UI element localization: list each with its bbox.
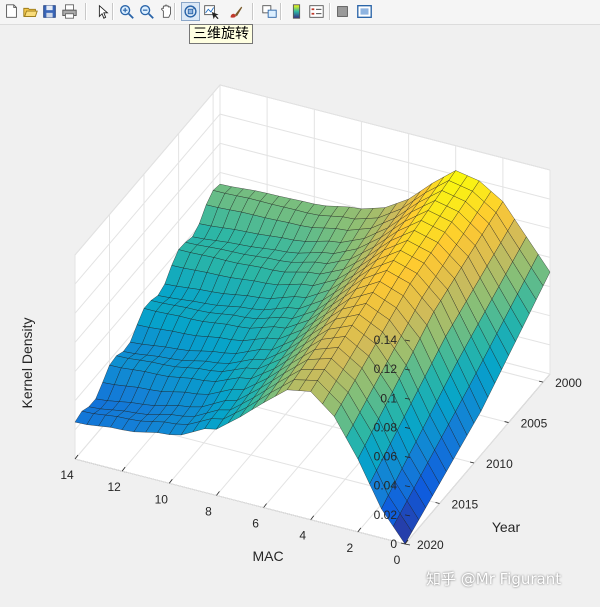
tooltip-rotate-3d: 三维旋转 bbox=[189, 24, 253, 44]
print-figure-button[interactable] bbox=[60, 2, 79, 21]
x-tick-mark bbox=[168, 479, 173, 484]
brush-icon bbox=[230, 6, 243, 18]
new-figure-icon bbox=[6, 4, 17, 18]
y-axis-label: Year bbox=[492, 519, 521, 535]
show-plot-tools-icon bbox=[357, 5, 372, 18]
rotate-3d-button[interactable] bbox=[181, 2, 200, 21]
z-tick-mark bbox=[404, 456, 411, 458]
x-tick-mark bbox=[404, 539, 409, 545]
x-tick-label: 6 bbox=[252, 517, 259, 531]
rotate-3d-icon bbox=[184, 5, 197, 18]
toolbar-separator bbox=[112, 3, 114, 20]
legend-icon bbox=[309, 5, 324, 18]
show-plot-tools-button[interactable] bbox=[355, 2, 374, 21]
x-tick-label: 14 bbox=[60, 468, 74, 482]
x-tick-mark bbox=[263, 503, 267, 508]
toolbar-separator bbox=[329, 3, 331, 20]
open-file-button[interactable] bbox=[21, 2, 40, 21]
z-tick-mark bbox=[404, 514, 411, 517]
watermark: 知乎 @Mr Figurant bbox=[426, 570, 562, 588]
x-tick-label: 0 bbox=[394, 553, 401, 567]
edit-plot-icon bbox=[98, 4, 109, 19]
colorbar-button[interactable] bbox=[287, 2, 306, 21]
z-tick-mark bbox=[404, 543, 411, 546]
x-tick-label: 2 bbox=[347, 541, 354, 555]
data-cursor-button[interactable] bbox=[201, 2, 220, 21]
z-tick-label: 0.02 bbox=[374, 508, 398, 522]
z-tick-label: 0.14 bbox=[374, 333, 398, 347]
z-tick-label: 0.08 bbox=[374, 420, 398, 434]
y-tick-mark bbox=[504, 421, 509, 423]
y-tick-mark bbox=[435, 502, 440, 504]
surface-chart[interactable]: 0 0.02 0.04 0.06 0.08 0.1 0.12 0.14 0 2 4 6 8 10 12 14 2… bbox=[0, 25, 600, 607]
zoom-in-button[interactable] bbox=[117, 2, 136, 21]
x-tick-mark bbox=[216, 491, 220, 496]
x-tick-label: 10 bbox=[155, 492, 169, 506]
toolbar-separator bbox=[174, 3, 176, 20]
hide-plot-tools-icon bbox=[337, 6, 348, 17]
x-axis-label: MAC bbox=[252, 548, 283, 564]
pan-button[interactable] bbox=[157, 2, 176, 21]
save-figure-icon bbox=[43, 5, 56, 18]
x-tick-label: 8 bbox=[205, 504, 212, 518]
figure-toolbar bbox=[0, 0, 600, 25]
zoom-out-icon bbox=[140, 5, 154, 19]
z-tick-label: 0.04 bbox=[374, 479, 398, 493]
surface-patch bbox=[393, 513, 413, 545]
new-figure-button[interactable] bbox=[2, 2, 21, 21]
colorbar-icon bbox=[292, 4, 301, 19]
legend-button[interactable] bbox=[307, 2, 326, 21]
toolbar-separator bbox=[252, 3, 254, 20]
y-tick-label: 2005 bbox=[521, 417, 548, 431]
zoom-out-button[interactable] bbox=[137, 2, 156, 21]
edit-plot-button[interactable] bbox=[93, 2, 112, 21]
y-tick-label: 2000 bbox=[555, 376, 582, 390]
z-tick-mark bbox=[404, 339, 411, 342]
z-tick-mark bbox=[404, 485, 411, 488]
axis-ticks: 0 0.02 0.04 0.06 0.08 0.1 0.12 0.14 0 2 4 6 8 10 12 14 2… bbox=[60, 333, 582, 567]
y-tick-mark bbox=[400, 542, 406, 545]
z-tick-label: 0.06 bbox=[374, 450, 398, 464]
z-tick-mark bbox=[404, 397, 411, 400]
y-tick-label: 2020 bbox=[417, 538, 444, 552]
x-tick-mark bbox=[121, 466, 126, 472]
open-file-icon bbox=[23, 7, 38, 17]
y-tick-mark bbox=[538, 380, 544, 383]
print-figure-icon bbox=[62, 4, 77, 19]
y-tick-mark bbox=[469, 461, 475, 464]
pan-icon bbox=[161, 4, 171, 18]
z-tick-mark bbox=[404, 427, 411, 429]
surface-plot bbox=[74, 170, 551, 545]
y-tick-label: 2010 bbox=[486, 457, 513, 471]
hide-plot-tools-button[interactable] bbox=[333, 2, 352, 21]
z-tick-label: 0.1 bbox=[380, 391, 397, 405]
x-tick-mark bbox=[357, 527, 362, 533]
x-tick-mark bbox=[310, 515, 315, 520]
y-tick-label: 2015 bbox=[452, 498, 479, 512]
save-figure-button[interactable] bbox=[40, 2, 59, 21]
link-plot-button[interactable] bbox=[260, 2, 279, 21]
toolbar-separator bbox=[85, 3, 87, 20]
x-tick-label: 12 bbox=[107, 480, 121, 494]
z-axis-label: Kernel Density bbox=[19, 317, 35, 408]
data-cursor-icon bbox=[204, 5, 219, 20]
x-tick-label: 4 bbox=[299, 529, 306, 543]
zoom-in-icon bbox=[120, 5, 134, 19]
toolbar-separator bbox=[280, 3, 282, 20]
link-plot-icon bbox=[262, 5, 277, 18]
brush-button[interactable] bbox=[226, 2, 245, 21]
z-tick-label: 0.12 bbox=[374, 362, 398, 376]
z-tick-label: 0 bbox=[390, 537, 397, 551]
grid-line-x bbox=[404, 170, 551, 545]
x-tick-mark bbox=[74, 454, 79, 460]
z-tick-mark bbox=[404, 368, 411, 371]
